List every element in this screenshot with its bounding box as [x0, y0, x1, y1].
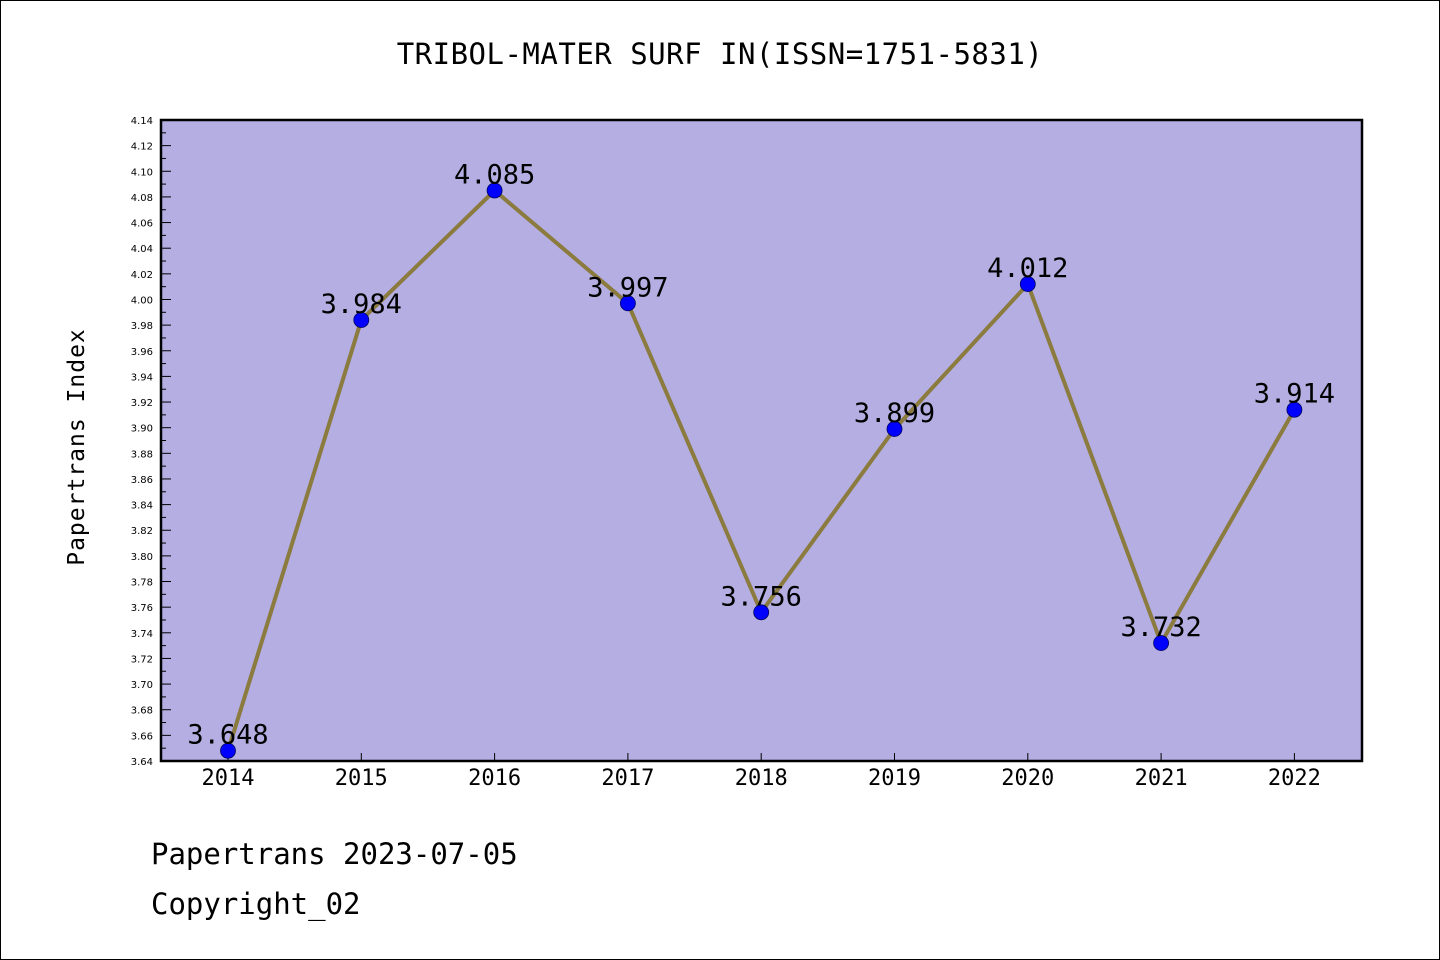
y-tick-label: 3.66 — [131, 731, 153, 742]
y-tick-label: 4.08 — [131, 193, 153, 204]
data-point — [753, 604, 770, 621]
x-tick-label: 2019 — [868, 766, 921, 791]
y-tick-label: 4.04 — [131, 244, 153, 255]
data-label: 3.914 — [1254, 379, 1335, 410]
y-tick-label: 4.10 — [131, 167, 153, 178]
plot-border — [159, 118, 1364, 763]
x-tick-label: 2022 — [1268, 766, 1321, 791]
x-tick-label: 2016 — [468, 766, 521, 791]
y-tick-label: 4.02 — [131, 270, 153, 281]
data-point — [486, 182, 503, 199]
data-point — [220, 742, 236, 759]
y-tick-label: 3.90 — [131, 424, 153, 435]
footer-copyright-line: Copyright_02 — [151, 887, 361, 921]
data-label: 3.997 — [587, 272, 668, 303]
data-label: 3.756 — [721, 581, 802, 612]
y-tick-label: 3.86 — [131, 475, 153, 486]
y-tick-label: 3.84 — [131, 501, 153, 512]
y-tick-label: 3.76 — [131, 603, 153, 614]
data-point — [1153, 635, 1169, 651]
y-tick-label: 4.00 — [131, 295, 153, 306]
footer-date-line: Papertrans 2023-07-05 — [151, 837, 518, 871]
y-tick-label: 3.72 — [131, 654, 153, 665]
y-tick-label: 4.12 — [131, 142, 153, 153]
data-point — [353, 312, 370, 328]
y-tick-label: 3.78 — [131, 578, 153, 589]
x-tick-label: 2015 — [335, 766, 388, 791]
x-tick-label: 2014 — [202, 766, 255, 791]
y-tick-label: 3.64 — [131, 757, 153, 768]
data-label: 3.899 — [854, 398, 935, 429]
y-tick-label: 3.74 — [131, 629, 153, 640]
plot-area — [161, 120, 1362, 761]
x-tick-label: 2020 — [1001, 766, 1054, 791]
data-label: 4.085 — [454, 160, 535, 191]
y-tick-label: 3.70 — [131, 680, 153, 691]
data-point — [886, 421, 903, 437]
x-tick-label: 2021 — [1135, 766, 1188, 791]
data-label: 3.648 — [187, 720, 268, 751]
x-tick-label: 2017 — [601, 766, 654, 791]
chart-title: TRIBOL-MATER SURF IN(ISSN=1751-5831) — [396, 37, 1044, 71]
data-label: 4.012 — [987, 253, 1068, 284]
x-tick-label: 2018 — [735, 766, 788, 791]
y-tick-label: 3.92 — [131, 398, 153, 409]
y-tick-label: 4.14 — [131, 116, 153, 127]
data-label: 3.984 — [321, 289, 402, 320]
y-tick-label: 3.98 — [131, 321, 153, 332]
y-tick-label: 3.96 — [131, 347, 153, 358]
data-point — [1019, 276, 1036, 292]
y-tick-label: 3.80 — [131, 552, 153, 563]
data-point — [620, 295, 636, 312]
y-tick-label: 3.88 — [131, 449, 153, 460]
data-label: 3.732 — [1120, 612, 1201, 643]
data-point — [1286, 401, 1303, 418]
y-tick-label: 3.68 — [131, 706, 153, 717]
y-tick-label: 4.06 — [131, 219, 153, 230]
y-tick-label: 3.94 — [131, 372, 153, 383]
y-tick-label: 3.82 — [131, 526, 153, 537]
